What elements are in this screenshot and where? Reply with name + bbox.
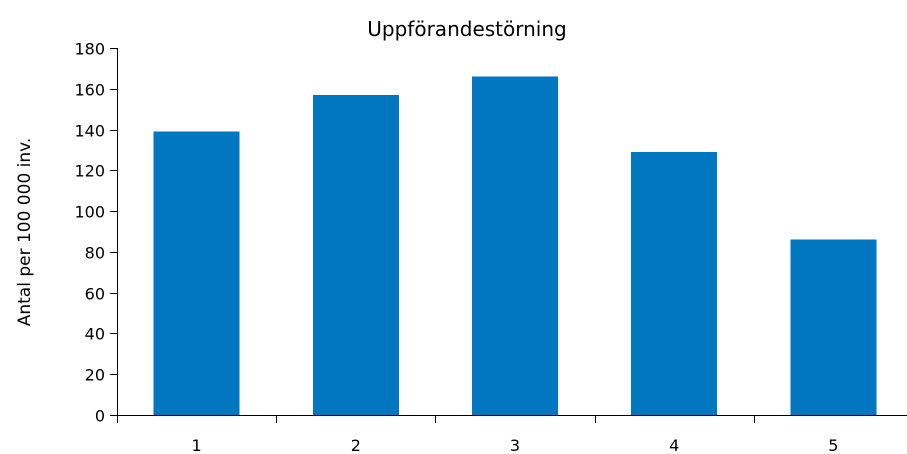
y-tick-label: 100 xyxy=(74,203,105,222)
y-tick-label: 20 xyxy=(85,366,105,385)
x-tick-label: 1 xyxy=(192,436,202,454)
bar-1 xyxy=(153,131,240,415)
y-tick-label: 60 xyxy=(85,285,105,304)
bar-4 xyxy=(631,152,718,415)
x-tick-label: 2 xyxy=(351,436,361,454)
x-tick-label: 5 xyxy=(828,436,838,454)
x-tick-label: 4 xyxy=(669,436,679,454)
y-tick-label: 140 xyxy=(74,122,105,141)
bars xyxy=(153,76,877,416)
x-axis-ticks: 1 2 3 4 5 xyxy=(117,415,838,454)
y-tick-label: 120 xyxy=(74,162,105,181)
y-tick-label: 0 xyxy=(95,407,105,426)
bar-5 xyxy=(790,239,877,415)
y-tick-label: 180 xyxy=(74,40,105,59)
bar-2 xyxy=(312,94,399,416)
bar-3 xyxy=(472,76,558,415)
y-axis-ticks: 0 20 40 60 80 100 120 140 160 180 xyxy=(74,40,117,426)
y-axis-label: Antal per 100 000 inv. xyxy=(15,138,35,327)
y-tick-label: 160 xyxy=(74,81,105,100)
x-tick-label: 3 xyxy=(510,436,520,454)
chart-title: Uppförandestörning xyxy=(367,17,566,41)
y-tick-label: 40 xyxy=(85,325,105,344)
y-tick-label: 80 xyxy=(85,244,105,263)
